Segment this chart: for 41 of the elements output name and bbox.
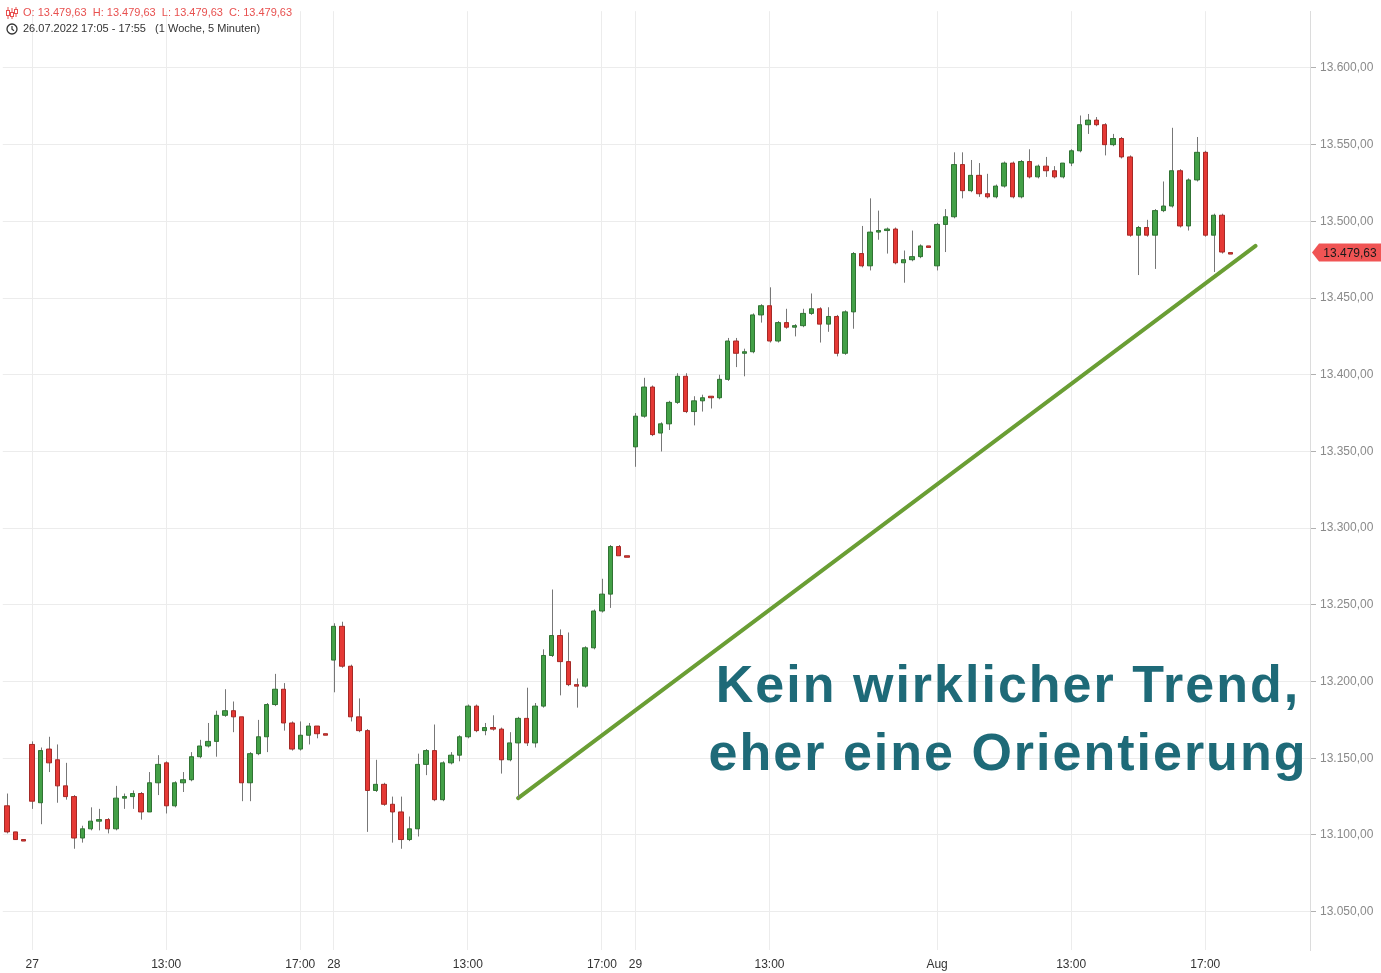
candlestick: [457, 734, 462, 762]
y-tick-label: 13.300,00: [1320, 520, 1374, 535]
candlestick: [817, 306, 822, 344]
y-tick-label: 13.500,00: [1320, 213, 1374, 228]
candlestick: [876, 210, 881, 241]
y-tick-label: 13.200,00: [1320, 673, 1374, 688]
candlestick: [96, 808, 102, 831]
y-tick-label: 13.100,00: [1320, 827, 1374, 842]
candlestick: [549, 589, 554, 658]
y-tick-label: 13.400,00: [1320, 367, 1374, 382]
y-tick-label: 13.550,00: [1320, 136, 1374, 151]
candlestick: [943, 208, 948, 253]
x-tick-label: 27: [25, 956, 40, 971]
x-tick-label: 13:00: [754, 956, 785, 971]
x-tick-label: 13:00: [452, 956, 484, 971]
x-tick-label: 17:00: [586, 956, 618, 971]
y-tick-label: 13.050,00: [1320, 903, 1374, 918]
x-tick-label: 13:00: [1056, 956, 1087, 971]
x-tick-label: 28: [327, 956, 341, 971]
y-tick-label: 13.600,00: [1320, 60, 1374, 75]
candlestick: [222, 688, 228, 718]
candlestick: [658, 421, 663, 452]
text: 26.07.2022 17:05 - 17:55 (1 Woche, 5 Minuten): [23, 22, 261, 35]
x-tick-label: 29: [628, 956, 643, 971]
y-tick-label: 13.250,00: [1320, 597, 1374, 612]
candlestick: [784, 308, 789, 330]
text: 13.479,63: [1323, 245, 1378, 260]
x-tick-label: Aug: [926, 956, 948, 971]
y-tick-label: 13.350,00: [1320, 443, 1374, 458]
candlestick: [574, 677, 579, 709]
candlestick: [742, 348, 747, 377]
x-tick-label: 17:00: [285, 956, 316, 971]
candlestick: [809, 292, 814, 316]
annotation: Kein wirklicher Trend, eher eine Orientierung: [708, 655, 1308, 781]
x-tick-label: 17:00: [1190, 956, 1221, 971]
chart-title: O: 13.479,63 H: 13.479,63 L: 13.479,63 C: 13.479,63: [23, 6, 293, 19]
y-tick-label: 13.450,00: [1320, 290, 1374, 305]
x-tick-label: 13:00: [151, 956, 182, 971]
candlestick: [1136, 225, 1141, 276]
candlestick: [423, 748, 429, 776]
y-tick-label: 13.150,00: [1320, 750, 1374, 765]
